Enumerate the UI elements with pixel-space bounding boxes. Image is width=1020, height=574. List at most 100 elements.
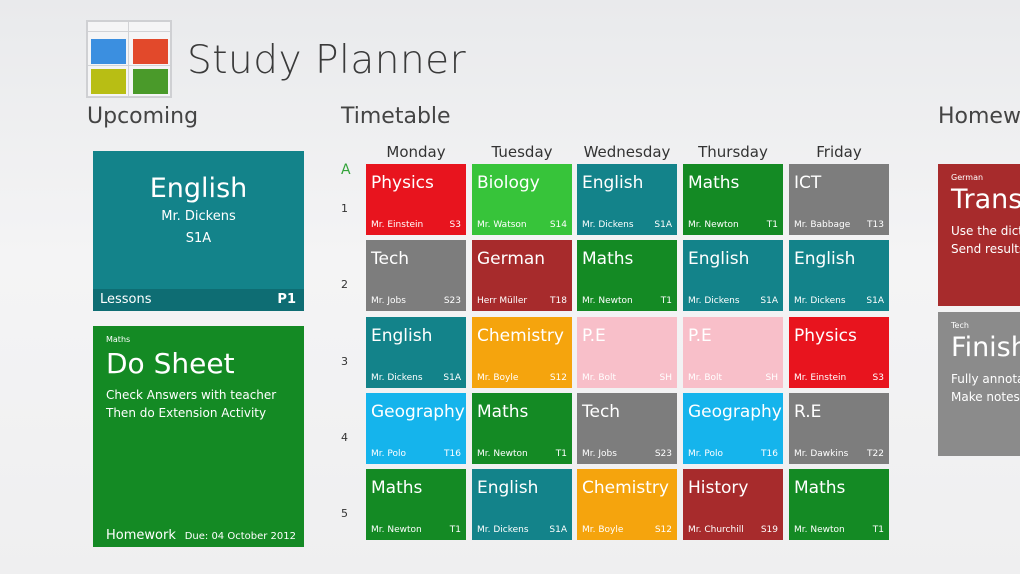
logo-gridline bbox=[88, 31, 170, 32]
timetable-cell[interactable]: Tech Mr. Jobs S23 bbox=[577, 393, 677, 464]
homework-category: Maths bbox=[106, 335, 131, 344]
cell-teacher: Mr. Polo bbox=[371, 449, 406, 459]
app-logo bbox=[86, 20, 172, 98]
period-label: 3 bbox=[341, 355, 348, 368]
cell-room: S1A bbox=[654, 220, 672, 230]
logo-square-red bbox=[133, 39, 168, 64]
period-label: 5 bbox=[341, 507, 348, 520]
cell-room: T1 bbox=[660, 296, 672, 306]
homework-line-2: Send results bbox=[951, 242, 1020, 256]
cell-room: T16 bbox=[761, 449, 778, 459]
cell-subject: Biology bbox=[477, 173, 540, 193]
cell-teacher: Mr. Einstein bbox=[794, 373, 847, 383]
cell-room: T1 bbox=[555, 449, 567, 459]
timetable-cell[interactable]: Maths Mr. Newton T1 bbox=[472, 393, 572, 464]
logo-square-green bbox=[133, 69, 168, 94]
cell-room: T18 bbox=[550, 296, 567, 306]
app-title: Study Planner bbox=[187, 38, 467, 83]
homework-tile-tech[interactable]: Tech Finish Fully annota Make notes bbox=[938, 312, 1020, 456]
homework-title: Transl bbox=[951, 184, 1020, 215]
cell-teacher: Mr. Dickens bbox=[582, 220, 634, 230]
cell-room: S12 bbox=[654, 525, 672, 535]
timetable-cell[interactable]: P.E Mr. Bolt SH bbox=[683, 317, 783, 388]
homework-due-date: Due: 04 October 2012 bbox=[184, 531, 296, 542]
cell-teacher: Mr. Bolt bbox=[582, 373, 617, 383]
section-title-homework[interactable]: Homework bbox=[938, 104, 1020, 129]
cell-subject: R.E bbox=[794, 402, 822, 422]
timetable-cell[interactable]: Maths Mr. Newton T1 bbox=[789, 469, 889, 540]
timetable-cell[interactable]: German Herr Müller T18 bbox=[472, 240, 572, 311]
homework-tile-german[interactable]: German Transl Use the dicti Send results bbox=[938, 164, 1020, 306]
lesson-subject: English bbox=[149, 173, 248, 204]
day-header-thursday: Thursday bbox=[698, 143, 768, 161]
logo-gridline bbox=[88, 65, 170, 66]
cell-teacher: Mr. Newton bbox=[371, 525, 422, 535]
cell-teacher: Mr. Dickens bbox=[371, 373, 423, 383]
timetable-cell[interactable]: R.E Mr. Dawkins T22 bbox=[789, 393, 889, 464]
timetable-cell[interactable]: English Mr. Dickens S1A bbox=[472, 469, 572, 540]
section-title-upcoming: Upcoming bbox=[87, 104, 199, 129]
timetable-cell[interactable]: Chemistry Mr. Boyle S12 bbox=[577, 469, 677, 540]
logo-square-yellow bbox=[91, 69, 126, 94]
cell-subject: Maths bbox=[582, 249, 634, 269]
timetable-cell[interactable]: Biology Mr. Watson S14 bbox=[472, 164, 572, 235]
cell-teacher: Mr. Watson bbox=[477, 220, 527, 230]
timetable-cell[interactable]: English Mr. Dickens S1A bbox=[789, 240, 889, 311]
cell-teacher: Mr. Dickens bbox=[688, 296, 740, 306]
timetable-cell[interactable]: ICT Mr. Babbage T13 bbox=[789, 164, 889, 235]
timetable-cell[interactable]: Physics Mr. Einstein S3 bbox=[789, 317, 889, 388]
timetable-cell[interactable]: Geography Mr. Polo T16 bbox=[366, 393, 466, 464]
cell-room: S23 bbox=[443, 296, 461, 306]
upcoming-homework-tile[interactable]: Maths Do Sheet Check Answers with teache… bbox=[93, 326, 304, 547]
homework-title: Finish bbox=[951, 332, 1020, 363]
cell-room: SH bbox=[765, 373, 778, 383]
cell-room: S23 bbox=[654, 449, 672, 459]
timetable-cell[interactable]: P.E Mr. Bolt SH bbox=[577, 317, 677, 388]
cell-teacher: Mr. Newton bbox=[582, 296, 633, 306]
lesson-period: P1 bbox=[277, 292, 296, 307]
cell-teacher: Mr. Newton bbox=[794, 525, 845, 535]
cell-subject: P.E bbox=[582, 326, 606, 346]
timetable-cell[interactable]: Maths Mr. Newton T1 bbox=[683, 164, 783, 235]
timetable-cell[interactable]: Physics Mr. Einstein S3 bbox=[366, 164, 466, 235]
period-label: 1 bbox=[341, 202, 348, 215]
cell-subject: English bbox=[477, 478, 539, 498]
timetable-cell[interactable]: Maths Mr. Newton T1 bbox=[577, 240, 677, 311]
timetable-cell[interactable]: English Mr. Dickens S1A bbox=[683, 240, 783, 311]
week-indicator: A bbox=[341, 162, 351, 178]
timetable-cell[interactable]: Tech Mr. Jobs S23 bbox=[366, 240, 466, 311]
timetable-cell[interactable]: English Mr. Dickens S1A bbox=[577, 164, 677, 235]
day-header-tuesday: Tuesday bbox=[491, 143, 553, 161]
day-header-friday: Friday bbox=[816, 143, 862, 161]
timetable-cell[interactable]: Geography Mr. Polo T16 bbox=[683, 393, 783, 464]
cell-subject: German bbox=[477, 249, 546, 269]
cell-subject: ICT bbox=[794, 173, 822, 193]
timetable-cell[interactable]: English Mr. Dickens S1A bbox=[366, 317, 466, 388]
homework-category: German bbox=[951, 173, 984, 182]
timetable-cell[interactable]: Chemistry Mr. Boyle S12 bbox=[472, 317, 572, 388]
section-title-timetable[interactable]: Timetable bbox=[341, 104, 451, 129]
cell-subject: Maths bbox=[688, 173, 740, 193]
cell-room: S1A bbox=[549, 525, 567, 535]
cell-subject: English bbox=[794, 249, 856, 269]
cell-teacher: Mr. Jobs bbox=[371, 296, 406, 306]
cell-room: T13 bbox=[867, 220, 884, 230]
timetable-cell[interactable]: History Mr. Churchill S19 bbox=[683, 469, 783, 540]
cell-subject: Chemistry bbox=[477, 326, 564, 346]
cell-subject: Chemistry bbox=[582, 478, 669, 498]
homework-title: Do Sheet bbox=[106, 347, 235, 380]
cell-teacher: Mr. Babbage bbox=[794, 220, 851, 230]
homework-line-1: Use the dicti bbox=[951, 224, 1020, 238]
cell-subject: English bbox=[582, 173, 644, 193]
day-header-monday: Monday bbox=[386, 143, 446, 161]
cell-room: S3 bbox=[449, 220, 461, 230]
homework-line-1: Check Answers with teacher bbox=[106, 388, 277, 402]
upcoming-lesson-tile[interactable]: English Mr. Dickens S1A Lessons P1 bbox=[93, 151, 304, 311]
logo-square-blue bbox=[91, 39, 126, 64]
cell-subject: English bbox=[371, 326, 433, 346]
logo-gridline bbox=[128, 22, 129, 96]
timetable-cell[interactable]: Maths Mr. Newton T1 bbox=[366, 469, 466, 540]
cell-room: S12 bbox=[549, 373, 567, 383]
homework-line-2: Then do Extension Activity bbox=[106, 406, 267, 420]
cell-subject: Geography bbox=[688, 402, 782, 422]
